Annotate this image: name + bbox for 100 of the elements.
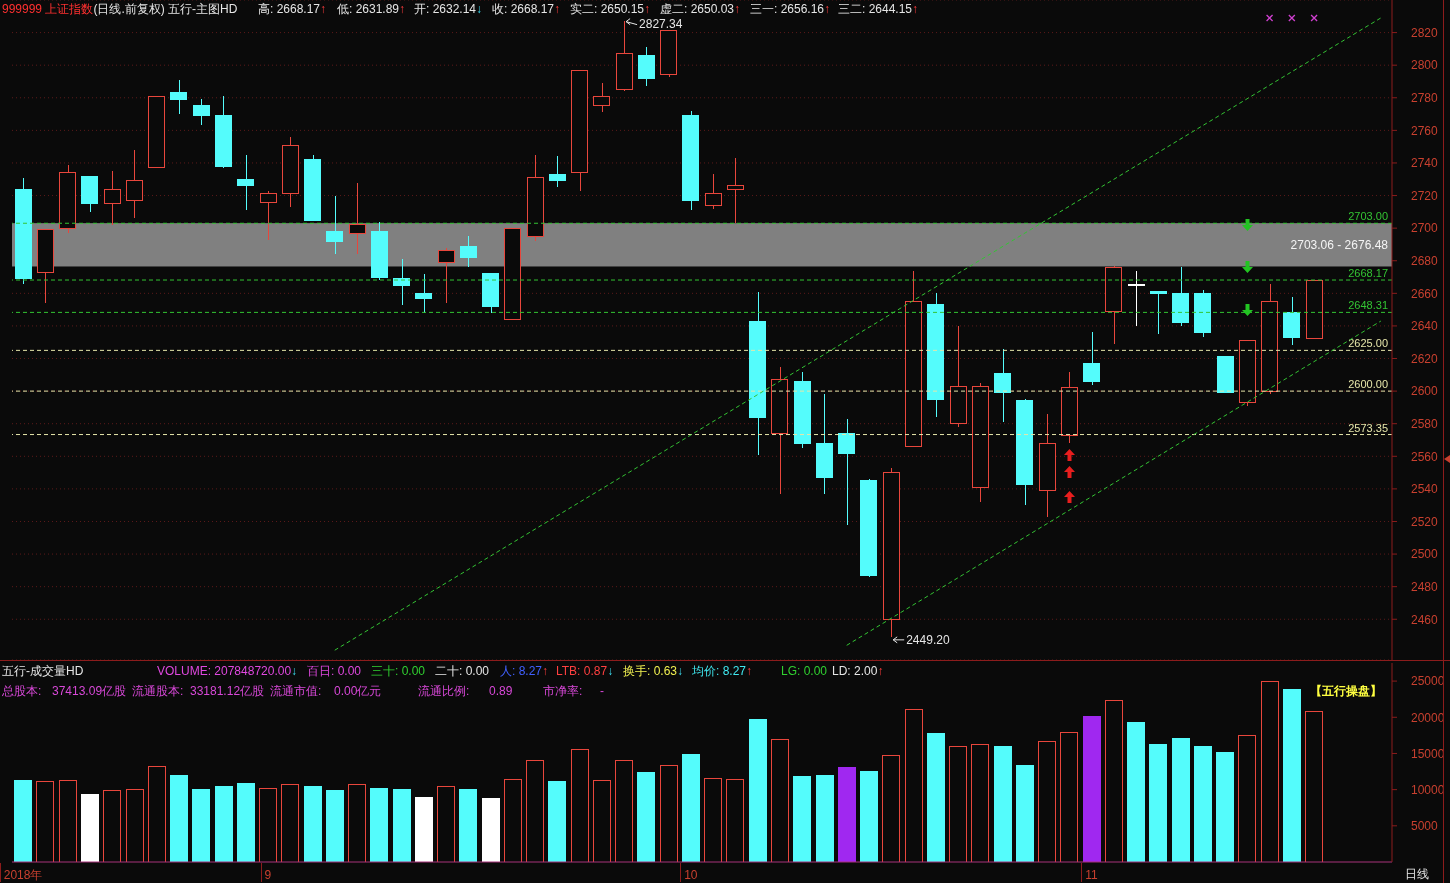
annotation: LTB: 0.87↓ (556, 664, 614, 678)
candlestick (815, 393, 833, 495)
annotation: LD: 2.00↑ (832, 664, 884, 678)
y-tick-label: 2680 (1411, 254, 1439, 268)
bar (1282, 689, 1301, 862)
bar (236, 783, 255, 862)
y-tick-label: 2720 (1411, 188, 1439, 203)
bar (1104, 700, 1123, 862)
annotation: LG: 0.00 (781, 664, 828, 678)
bar (570, 748, 589, 862)
bar (971, 744, 990, 862)
y-tick-label: 2760 (1411, 123, 1439, 138)
y-tick-label: 2800 (1411, 58, 1439, 73)
bar (904, 708, 923, 862)
annotation: 实二: 2650.15↑ (570, 2, 651, 16)
bar (125, 789, 144, 862)
candlestick (348, 182, 366, 255)
bar (1238, 734, 1257, 862)
candlestick (771, 366, 789, 495)
candlestick (1172, 266, 1190, 327)
annotation: 高: 2668.17↑ (258, 2, 327, 16)
bar (1260, 681, 1279, 862)
bar (214, 785, 233, 862)
annotation: 均价: 8.27↑ (692, 664, 753, 678)
bar (459, 789, 478, 862)
bar (949, 745, 968, 862)
bar (815, 775, 834, 862)
candlestick (170, 79, 188, 115)
candlestick (994, 348, 1012, 423)
bar (1082, 716, 1101, 862)
candlestick (237, 154, 255, 211)
y-tick-label: 2620 (1411, 351, 1439, 366)
bar (36, 781, 55, 862)
bar (1149, 743, 1168, 862)
bar (882, 755, 901, 862)
y-tick-label: 2480 (1411, 579, 1439, 594)
annotation: 0.89 (489, 684, 513, 698)
bar (860, 771, 879, 862)
bar (192, 789, 211, 862)
bar (993, 746, 1012, 862)
bar (1193, 746, 1212, 862)
bar (281, 784, 300, 862)
chart-title: 五行-成交量HD (2, 664, 84, 678)
candlestick (927, 292, 945, 418)
annotation: 总股本: (2, 684, 42, 698)
bar (659, 765, 678, 862)
annotation: 开: 2632.14↓ (414, 2, 483, 16)
candlestick (1083, 331, 1101, 386)
bar (370, 788, 389, 862)
ref-line-label: 2648.31 (1348, 299, 1388, 312)
candlestick (704, 173, 722, 210)
y-tick-label: 2540 (1411, 482, 1439, 497)
annotation: VOLUME: 207848720.00↓ (157, 664, 298, 678)
bar (259, 788, 278, 862)
bar (81, 794, 99, 862)
candlestick (103, 170, 121, 226)
y-tick-label: 2460 (1411, 612, 1439, 627)
bar (58, 780, 77, 862)
annotation: 三二: 2644.15↑ (838, 2, 919, 16)
ref-line-label: 2600.00 (1348, 378, 1388, 391)
y-tick-label: 2580 (1411, 416, 1439, 431)
bar (147, 765, 166, 862)
bar (681, 754, 700, 862)
candlestick (838, 418, 856, 526)
bar (303, 786, 322, 862)
annotation: 流通比例: (418, 684, 470, 698)
bar (1216, 751, 1235, 862)
candlestick (125, 149, 143, 219)
bar (481, 797, 500, 862)
bar (548, 781, 567, 862)
bar (170, 775, 189, 862)
annotation: - (600, 684, 604, 698)
bar (637, 772, 656, 862)
bar (437, 785, 456, 862)
bar (1127, 721, 1146, 862)
bar (503, 779, 522, 862)
ref-line-label: 2625.00 (1348, 337, 1388, 350)
annotation: 【五行操盘】 (1310, 684, 1382, 698)
chart-title: 999999 上证指数 (2, 2, 94, 16)
candlestick (726, 157, 744, 224)
chart-subtitle: (日线.前复权) 五行-主图HD (93, 2, 238, 16)
y-tick-label: 2560 (1411, 449, 1439, 464)
annotation: 低: 2631.89↑ (337, 2, 406, 16)
annotation: 虚二: 2650.03↑ (660, 2, 741, 16)
bar (1015, 764, 1034, 862)
bar (1305, 710, 1324, 862)
annotation: 二十: 0.00 (435, 664, 490, 678)
bar (726, 779, 745, 862)
x-tick-label: 9 (264, 868, 272, 882)
bar (348, 784, 367, 862)
annotation: 百日: 0.00 (307, 664, 362, 678)
candlestick (971, 382, 989, 503)
bar (392, 789, 411, 862)
x-tick-label: 10 (684, 868, 698, 882)
y-tick-label: 2640 (1411, 319, 1439, 334)
candlestick (1038, 413, 1056, 518)
y-tick-label: 2500 (1411, 547, 1439, 562)
bar (14, 780, 33, 862)
y-tick-label: 2520 (1411, 514, 1439, 529)
annotation: 三十: 0.00 (371, 664, 426, 678)
